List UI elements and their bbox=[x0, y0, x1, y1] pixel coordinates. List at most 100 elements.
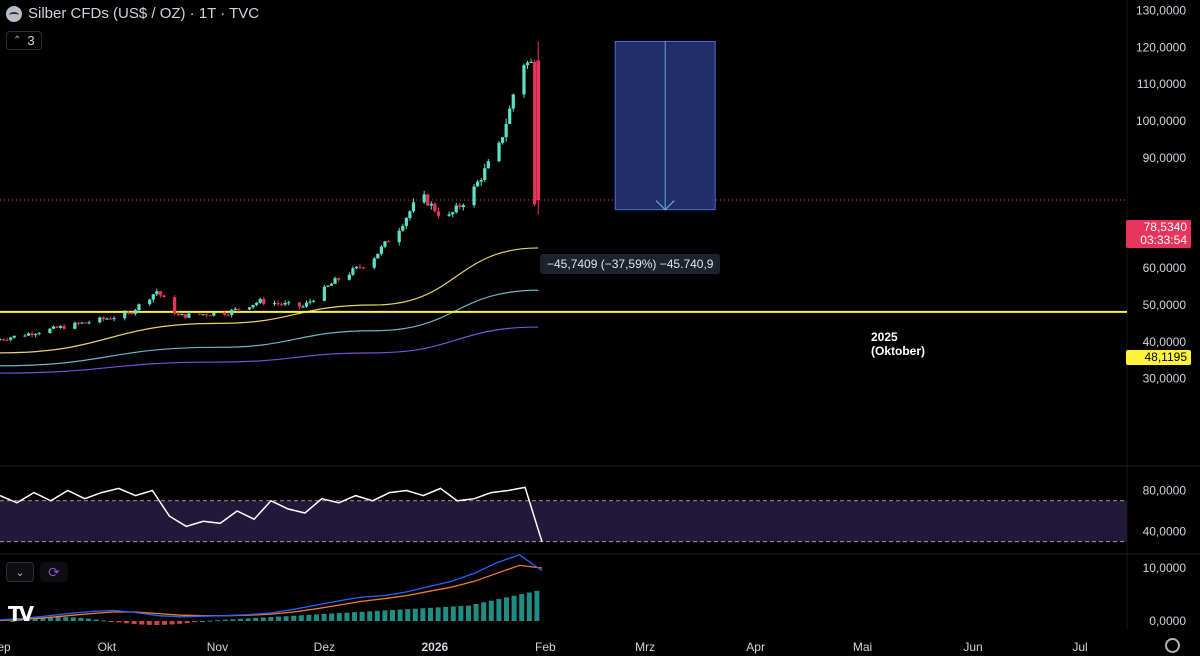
candle bbox=[233, 308, 237, 310]
time-tick-label: Dez bbox=[314, 640, 335, 654]
candle bbox=[58, 326, 63, 328]
candle bbox=[205, 314, 209, 316]
price-tick-label: 110,0000 bbox=[1137, 77, 1186, 91]
price-tick-label: 100,0000 bbox=[1136, 114, 1186, 128]
candle bbox=[326, 285, 330, 287]
collapse-button[interactable]: ⌄ bbox=[6, 562, 34, 582]
candle bbox=[155, 291, 159, 295]
macd-histogram-bar bbox=[466, 605, 471, 621]
candle bbox=[272, 303, 277, 305]
time-tick-label: Mai bbox=[853, 640, 872, 654]
candle bbox=[383, 241, 387, 247]
candle bbox=[458, 205, 462, 208]
macd-histogram-bar bbox=[32, 618, 38, 621]
candle bbox=[62, 326, 66, 329]
candle bbox=[237, 308, 241, 310]
macd-histogram-bar bbox=[162, 621, 167, 625]
candle bbox=[130, 312, 134, 314]
moving-average-line bbox=[0, 289, 539, 367]
candle bbox=[87, 322, 91, 324]
candle bbox=[173, 297, 177, 314]
candle bbox=[212, 312, 216, 316]
indicator-toggle[interactable]: ⌃ 3 bbox=[6, 31, 42, 50]
candle bbox=[83, 322, 88, 324]
bar-countdown: 03:33:54 bbox=[1140, 233, 1187, 247]
macd-histogram-bar bbox=[70, 617, 76, 621]
macd-histogram-bar bbox=[108, 621, 114, 622]
macd-histogram-bar bbox=[298, 615, 304, 621]
candle bbox=[180, 314, 184, 316]
macd-histogram-bar bbox=[101, 620, 107, 622]
candle bbox=[426, 194, 430, 206]
candle bbox=[162, 295, 166, 298]
macd-pane-controls: ⌄ ⟳ bbox=[6, 562, 68, 582]
candle bbox=[483, 168, 487, 181]
candle bbox=[397, 230, 401, 243]
macd-histogram-bar bbox=[428, 607, 433, 621]
macd-histogram-bar bbox=[481, 602, 487, 621]
candle bbox=[461, 205, 465, 208]
measure-label: −45,7409 (−37,59%) −45.740,9 bbox=[540, 254, 721, 274]
level-annotation[interactable]: 2025 (Oktober) bbox=[871, 330, 925, 358]
macd-histogram-bar bbox=[374, 610, 380, 621]
macd-histogram-bar bbox=[93, 619, 99, 621]
candle bbox=[337, 278, 341, 280]
candle bbox=[329, 283, 334, 286]
macd-histogram-bar bbox=[367, 611, 373, 621]
macd-histogram-bar bbox=[314, 614, 319, 621]
candle bbox=[247, 307, 252, 310]
candle bbox=[322, 286, 326, 301]
macd-histogram-bar bbox=[207, 620, 213, 622]
candle bbox=[1, 339, 6, 341]
current-price-tag: 78,5340 03:33:54 bbox=[1126, 220, 1191, 248]
price-tick-label: 90,0000 bbox=[1143, 151, 1187, 165]
candle bbox=[347, 274, 351, 280]
time-tick-label: Feb bbox=[535, 640, 556, 654]
time-tick-label: 2026 bbox=[421, 640, 448, 654]
candle bbox=[533, 61, 537, 205]
macd-histogram-bar bbox=[329, 613, 335, 621]
macd-histogram-bar bbox=[382, 610, 388, 621]
rsi-band bbox=[0, 500, 1127, 542]
price-tick-label: 130,0000 bbox=[1136, 4, 1186, 18]
level-price-tag: 48,1195 bbox=[1126, 350, 1191, 365]
candle bbox=[55, 326, 59, 328]
symbol-title[interactable]: Silber CFDs (US$ / OZ) · 1T · TVC bbox=[28, 5, 260, 22]
rsi-line bbox=[0, 486, 543, 543]
candle bbox=[12, 335, 16, 338]
candle bbox=[112, 318, 116, 320]
macd-histogram-bar bbox=[260, 617, 266, 621]
candle bbox=[297, 302, 302, 307]
candle bbox=[105, 318, 109, 320]
macd-histogram-bar bbox=[177, 621, 183, 624]
annotation-month: (Oktober) bbox=[871, 344, 925, 358]
macd-tick-label: 0,0000 bbox=[1149, 614, 1186, 628]
macd-histogram-bar bbox=[283, 616, 289, 621]
candle bbox=[76, 322, 81, 324]
indicator-settings-button[interactable]: ⟳ bbox=[40, 562, 68, 582]
candle bbox=[451, 212, 455, 215]
macd-histogram-bar bbox=[397, 609, 403, 621]
tradingview-logo[interactable]: TV bbox=[8, 602, 34, 626]
macd-histogram-bar bbox=[245, 618, 251, 621]
candle bbox=[361, 267, 366, 269]
candle bbox=[123, 312, 127, 319]
macd-histogram-bar bbox=[321, 613, 327, 621]
candle bbox=[23, 335, 27, 337]
candle bbox=[276, 303, 280, 305]
candle bbox=[48, 328, 52, 334]
settings-gear-icon[interactable] bbox=[1165, 638, 1180, 653]
price-tick-label: 30,0000 bbox=[1143, 372, 1187, 386]
candle bbox=[379, 246, 383, 254]
candle bbox=[308, 301, 312, 303]
candle bbox=[472, 186, 476, 206]
candle bbox=[5, 339, 9, 341]
macd-histogram-bar bbox=[146, 621, 152, 625]
candle bbox=[26, 333, 31, 336]
candle bbox=[255, 302, 259, 305]
candle bbox=[333, 278, 337, 284]
candle bbox=[433, 203, 437, 212]
candle bbox=[447, 214, 451, 216]
macd-histogram-bar bbox=[488, 600, 494, 621]
